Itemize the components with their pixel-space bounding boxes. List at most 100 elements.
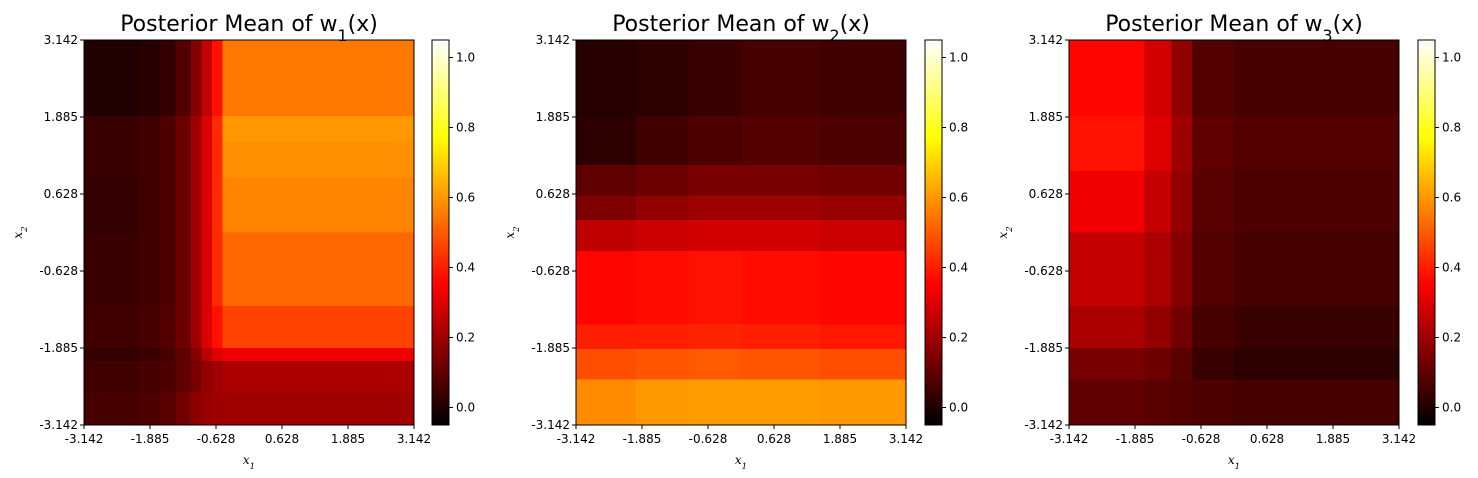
heatmap-cell [576, 116, 637, 166]
colorbar-tick-label: 0.6 [1442, 191, 1461, 205]
colorbar-tick-label: 0.4 [1442, 261, 1461, 275]
heatmap-cell [1069, 171, 1146, 233]
heatmap-cell [222, 177, 415, 233]
x-tick-label: -0.628 [197, 432, 236, 446]
colorbar-gradient [924, 39, 943, 426]
heatmap-cell [635, 379, 689, 426]
heatmap-cell [1234, 232, 1400, 307]
heatmap-cells [1069, 40, 1400, 426]
heatmap-cell [1069, 379, 1146, 426]
x-tick-label: 1.885 [331, 432, 365, 446]
heatmap-cell [1170, 306, 1193, 349]
colorbar: 0.0 0.2 0.4 0.6 0.8 1.0 [924, 39, 968, 426]
x-tick-label: -0.628 [1182, 432, 1221, 446]
heatmap-cell [201, 116, 213, 142]
colorbar-tick-label: 0.8 [949, 121, 968, 135]
heatmap-cell [159, 361, 176, 393]
heatmap-cell [1170, 116, 1193, 172]
heatmap-cells [576, 40, 907, 426]
heatmap-cell [84, 361, 140, 393]
heatmap-cells [84, 40, 415, 426]
x-axis-label: x1 [1228, 453, 1240, 472]
heatmap-cell [576, 165, 637, 197]
heatmap-panel-1: -3.142 -1.885 -0.628 0.628 1.885 3.142 3.142 1.… [11, 12, 475, 472]
y-axis-label: x2 [11, 226, 30, 238]
chart-title-arg: (x) [1333, 12, 1363, 37]
colorbar: 0.0 0.2 0.4 0.6 0.8 1.0 [431, 39, 475, 426]
y-axis-label: x2 [996, 226, 1015, 238]
x-tick-label: -1.885 [131, 432, 170, 446]
x-tick-label: 0.628 [1250, 432, 1284, 446]
heatmap-cell [175, 116, 192, 142]
heatmap-cell [222, 361, 415, 393]
y-tick-label: 3.142 [536, 33, 570, 47]
heatmap-cell [222, 306, 415, 349]
heatmap-cell [84, 40, 140, 117]
heatmap-cell [212, 232, 224, 307]
heatmap-cell [688, 250, 742, 325]
heatmap-cell [1234, 40, 1400, 117]
heatmap-cell [1144, 232, 1172, 307]
colorbar-tick-label: 0.6 [949, 191, 968, 205]
heatmap-cell [175, 40, 192, 117]
heatmap-cell [1191, 306, 1235, 349]
colorbar-tick-label: 0.0 [949, 401, 968, 415]
heatmap-cell [1191, 379, 1235, 426]
heatmap-cell [212, 40, 224, 117]
heatmap-cell [159, 140, 176, 178]
heatmap-cell [159, 177, 176, 233]
heatmap-cell [222, 391, 415, 426]
heatmap-cell [84, 347, 140, 362]
x-tick-label: 1.885 [1316, 432, 1350, 446]
colorbar-tick-label: 0.8 [1442, 121, 1461, 135]
heatmap-cell [635, 165, 689, 197]
heatmap-cell [222, 116, 415, 142]
plot-frame [575, 39, 907, 426]
heatmap-cell [138, 391, 161, 426]
heatmap-cell [159, 232, 176, 307]
heatmap-cell [191, 232, 203, 307]
heatmap-cell [635, 348, 689, 381]
chart-title-arg: (x) [840, 12, 870, 37]
heatmap-cell [1170, 40, 1193, 117]
heatmap-cell [819, 220, 907, 252]
heatmap-panel-2: -3.142 -1.885 -0.628 0.628 1.885 3.142 3.142 1.… [503, 12, 968, 472]
heatmap-cell [191, 40, 203, 117]
x-axis-label-sub: 1 [250, 462, 256, 472]
x-tick-label: 0.628 [757, 432, 791, 446]
heatmap-cell [222, 347, 415, 362]
heatmap-cell [159, 306, 176, 349]
heatmap-cell [138, 361, 161, 393]
heatmap-cell [688, 165, 742, 197]
heatmap-cell [159, 391, 176, 426]
heatmap-cell [819, 250, 907, 325]
heatmap-cell [1144, 306, 1172, 349]
heatmap-cell [741, 220, 821, 252]
heatmap-cell [688, 40, 742, 117]
heatmap-cell [191, 347, 203, 362]
heatmap-cell [741, 165, 821, 197]
x-tick-label: -3.142 [65, 432, 104, 446]
heatmap-cell [741, 348, 821, 381]
colorbar-tick-label: 1.0 [456, 51, 475, 65]
y-axis-label-sub: 2 [512, 226, 522, 233]
heatmap-cell [222, 232, 415, 307]
heatmap-cell [222, 140, 415, 178]
heatmap-cell [1191, 116, 1235, 172]
heatmap-cell [212, 361, 224, 393]
colorbar-tick-label: 0.6 [456, 191, 475, 205]
heatmap-cell [175, 391, 192, 426]
heatmap-cell [1170, 347, 1193, 381]
colorbar-tick-label: 1.0 [1442, 51, 1461, 65]
heatmap-cell [576, 195, 637, 221]
heatmap-cell [688, 116, 742, 166]
colorbar-tick-label: 0.2 [1442, 331, 1461, 345]
heatmap-cell [819, 195, 907, 221]
heatmap-cell [201, 232, 213, 307]
heatmap-cell [138, 347, 161, 362]
heatmap-cell [201, 347, 213, 362]
heatmap-cell [191, 177, 203, 233]
heatmap-cell [1170, 171, 1193, 233]
colorbar-tick-label: 0.4 [949, 261, 968, 275]
heatmap-cell [1234, 116, 1400, 172]
